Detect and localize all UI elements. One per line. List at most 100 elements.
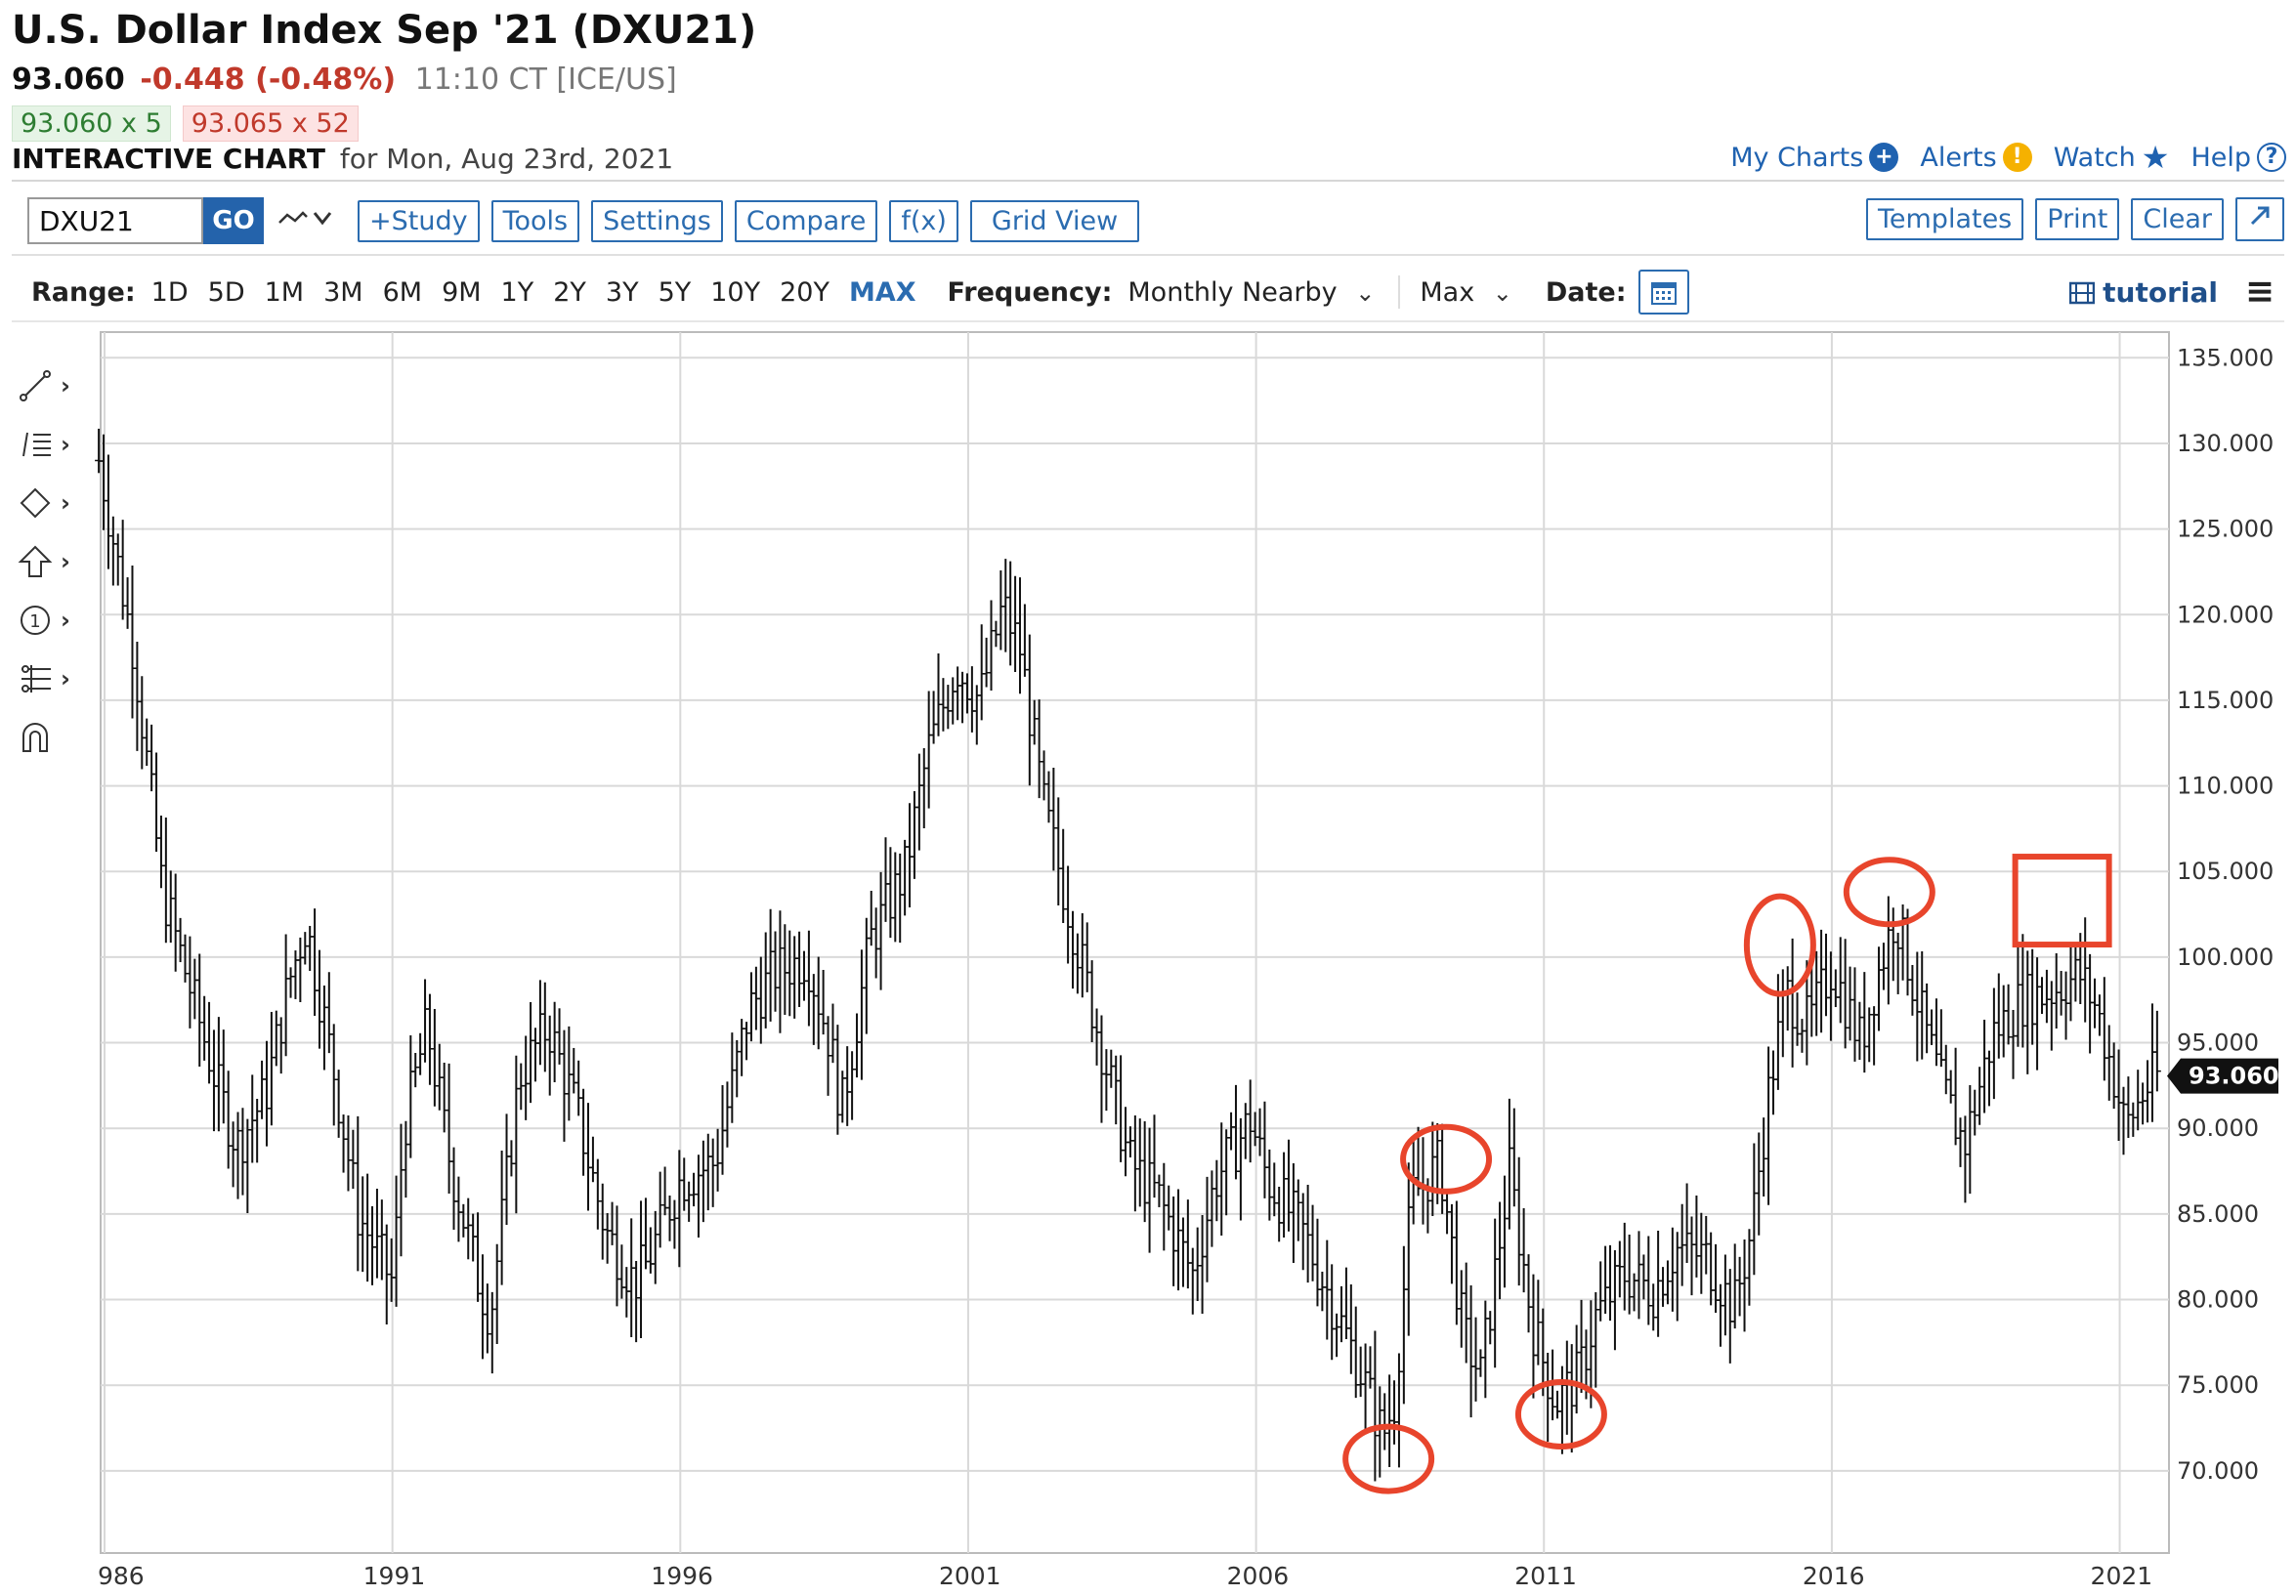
ohlc-bar (584, 1103, 593, 1211)
grid-view-button[interactable]: Grid View (969, 199, 1140, 242)
range-label: Range: (31, 276, 136, 308)
tools-button[interactable]: Tools (490, 199, 580, 242)
range-1m[interactable]: 1M (264, 276, 305, 308)
calendar-button[interactable] (1637, 270, 1689, 315)
ohlc-bar (531, 1028, 539, 1082)
ohlc-bar (1140, 1120, 1149, 1223)
help-link[interactable]: Help ? (2190, 143, 2286, 173)
ohlc-bar (502, 1113, 511, 1225)
ohlc-bar (1817, 929, 1826, 1033)
measure-tool[interactable]: › (18, 650, 96, 708)
ohlc-bar (2144, 1060, 2152, 1123)
ohlc-bar (1491, 1218, 1500, 1368)
ohlc-bar (1135, 1118, 1144, 1207)
range-20y[interactable]: 20Y (780, 276, 829, 308)
go-button[interactable]: GO (203, 197, 264, 244)
ohlc-bar (181, 934, 190, 983)
ohlc-bar (1822, 933, 1831, 1017)
ohlc-bar (2071, 946, 2080, 1002)
expand-button[interactable] (2235, 197, 2284, 241)
range-max[interactable]: MAX (848, 276, 916, 308)
ohlc-bar (1999, 985, 2008, 1058)
ohlc-bar (329, 1024, 338, 1126)
ask-badge: 93.065 x 52 (182, 105, 359, 142)
ohlc-bar (939, 678, 948, 732)
line-tool[interactable]: › (18, 357, 96, 415)
ohlc-bar (1270, 1162, 1279, 1217)
ohlc-bar (1308, 1204, 1317, 1281)
ohlc-bar (1908, 964, 1917, 1016)
fx-button[interactable]: f(x) (889, 199, 958, 242)
ohlc-bar (872, 907, 880, 979)
watch-link[interactable]: Watch ★ (2054, 139, 2170, 176)
x-tick-label: 2021 (2091, 1562, 2153, 1590)
range-6m[interactable]: 6M (382, 276, 423, 308)
compare-button[interactable]: Compare (734, 199, 878, 242)
ohlc-bar (2105, 1025, 2113, 1101)
range-2y[interactable]: 2Y (553, 276, 586, 308)
ohlc-bar (118, 520, 127, 620)
templates-button[interactable]: Templates (1865, 198, 2024, 240)
ohlc-bar (1231, 1084, 1240, 1180)
ohlc-bar (1217, 1122, 1226, 1236)
ohlc-bar (286, 967, 295, 998)
price-change: -0.448 (-0.48%) (140, 63, 397, 97)
aggregation-dropdown[interactable]: Max ⌄ (1420, 277, 1512, 308)
ohlc-bar (608, 1201, 617, 1245)
ohlc-bar (862, 917, 871, 1034)
ohlc-bar (1850, 967, 1859, 1062)
range-3m[interactable]: 3M (323, 276, 363, 308)
ohlc-bar (761, 932, 770, 1029)
range-9m[interactable]: 9M (442, 276, 482, 308)
chevron-right-icon: › (61, 372, 70, 399)
ohlc-bar (1984, 1050, 1993, 1107)
ohlc-bar (1659, 1267, 1668, 1307)
ohlc-bar (152, 752, 161, 853)
ohlc-bar (1654, 1231, 1663, 1337)
ohlc-bar (387, 1238, 396, 1302)
fib-tool[interactable]: › (18, 415, 96, 474)
ohlc-bar (1155, 1174, 1164, 1207)
ohlc-bar (1467, 1284, 1475, 1418)
range-10y[interactable]: 10Y (710, 276, 761, 308)
ohlc-bar (1394, 1353, 1403, 1468)
shape-tool[interactable]: › (18, 474, 96, 532)
print-button[interactable]: Print (2035, 198, 2120, 240)
chevron-right-icon: › (61, 431, 70, 458)
ohlc-bar (478, 1254, 487, 1360)
arrow-tool[interactable]: › (18, 532, 96, 591)
range-1d[interactable]: 1D (150, 276, 189, 308)
ohlc-bar (1265, 1149, 1274, 1221)
ohlc-bar (1097, 1015, 1106, 1123)
ohlc-bar (1476, 1349, 1485, 1377)
snap-tool[interactable] (18, 708, 96, 767)
frequency-dropdown[interactable]: Monthly Nearby ⌄ (1127, 277, 1375, 308)
range-5d[interactable]: 5D (207, 276, 245, 308)
my-charts-link[interactable]: My Charts + (1730, 143, 1899, 173)
chart-grid (100, 331, 2170, 1554)
ohlc-bar (454, 1176, 463, 1242)
ohlc-bar (1284, 1139, 1293, 1232)
clear-button[interactable]: Clear (2131, 198, 2224, 240)
chart-type-dropdown[interactable] (277, 203, 346, 239)
range-3y[interactable]: 3Y (605, 276, 639, 308)
tutorial-link[interactable]: tutorial (2069, 276, 2218, 309)
ohlc-bar (248, 1074, 257, 1163)
ohlc-bar (1529, 1274, 1538, 1399)
ohlc-bar (1687, 1216, 1696, 1296)
ohlc-bar (1836, 937, 1845, 1024)
settings-button[interactable]: Settings (591, 199, 723, 242)
ohlc-bar (1006, 561, 1015, 666)
range-1y[interactable]: 1Y (500, 276, 534, 308)
range-5y[interactable]: 5Y (658, 276, 692, 308)
ohlc-bar (1793, 992, 1802, 1046)
study-button[interactable]: +Study (358, 199, 480, 242)
menu-icon[interactable]: ≡ (2244, 272, 2275, 312)
alerts-link[interactable]: Alerts ! (1920, 143, 2032, 173)
symbol-input[interactable] (27, 197, 203, 244)
ohlc-bar (694, 1155, 702, 1238)
ohlc-bar (1025, 634, 1034, 786)
ohlc-bar (229, 1121, 237, 1188)
label-tool[interactable]: 1 › (18, 591, 96, 650)
